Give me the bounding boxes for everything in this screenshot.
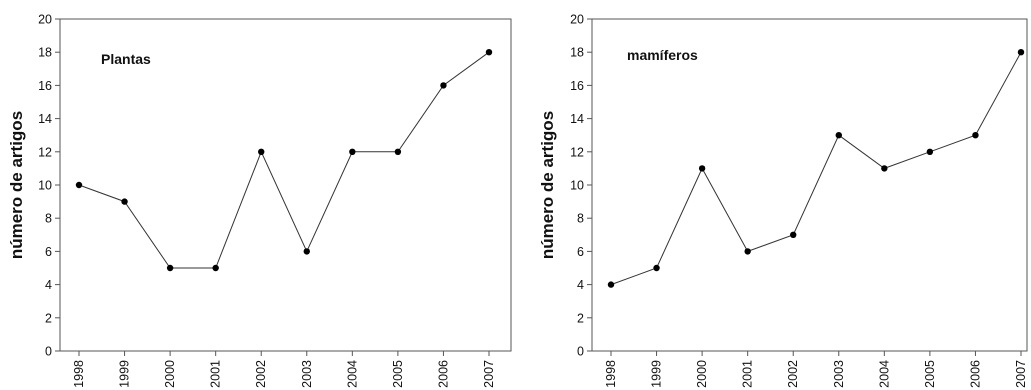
y-tick-label: 6 [577, 245, 584, 259]
data-point [1017, 49, 1025, 56]
y-tick-label: 8 [577, 212, 584, 226]
data-point [75, 181, 83, 189]
x-tick-label: 2005 [391, 360, 405, 388]
y-tick-label: 14 [570, 112, 584, 126]
x-tick-label: 2001 [741, 360, 755, 388]
y-tick-label: 6 [45, 245, 52, 259]
y-tick-label: 16 [38, 79, 52, 93]
x-tick-label: 2004 [345, 360, 359, 388]
y-tick-label: 20 [570, 13, 584, 27]
y-axis-label: número de artigos [7, 111, 26, 259]
y-ticks: 0 2 4 6 8 10 12 14 16 18 20 [570, 13, 592, 359]
data-point [744, 248, 751, 255]
x-tick-label: 2002 [786, 360, 800, 388]
series-line [78, 51, 490, 269]
x-tick-label: 2003 [300, 360, 314, 388]
data-point [349, 148, 356, 155]
chart-mamiferos: número de artigos mamíferos 0 2 4 6 8 10 12 14 1… [538, 13, 1028, 388]
x-tick-label: 2006 [968, 360, 982, 388]
plot-frame [59, 18, 512, 352]
data-point [972, 132, 979, 139]
plot-frame [591, 18, 1028, 352]
chart-annotation: Plantas [101, 51, 151, 67]
y-ticks: 0 2 4 6 8 10 12 14 16 18 20 [38, 13, 60, 359]
data-point [485, 49, 493, 56]
data-point [303, 248, 310, 255]
y-tick-label: 18 [570, 46, 584, 60]
x-tick-label: 2007 [482, 360, 496, 388]
data-point [698, 165, 706, 172]
data-point [790, 231, 797, 238]
x-tick-label: 2006 [436, 360, 450, 388]
series-line [610, 51, 1022, 286]
data-point [440, 82, 447, 89]
series [607, 49, 1025, 288]
y-tick-label: 8 [45, 212, 52, 226]
y-tick-label: 14 [38, 112, 52, 126]
chart-annotation: mamíferos [627, 47, 698, 63]
x-tick-label: 2003 [832, 360, 846, 388]
chart-plantas: número de artigos Plantas 0 2 4 6 8 10 12 14 16 1… [7, 13, 512, 388]
y-tick-label: 20 [38, 13, 52, 27]
y-tick-label: 12 [38, 145, 52, 159]
y-tick-label: 12 [570, 145, 584, 159]
y-tick-label: 0 [45, 345, 52, 359]
data-point [258, 148, 265, 155]
x-tick-label: 1998 [72, 360, 86, 388]
y-tick-label: 10 [38, 179, 52, 193]
y-tick-label: 4 [577, 278, 584, 292]
y-axis-label: número de artigos [538, 111, 557, 259]
y-tick-label: 18 [38, 46, 52, 60]
y-tick-label: 0 [577, 345, 584, 359]
y-tick-label: 10 [570, 179, 584, 193]
x-tick-label: 2000 [163, 360, 177, 388]
x-tick-label: 1999 [650, 360, 664, 388]
data-point [835, 132, 842, 139]
y-tick-label: 2 [45, 311, 52, 325]
x-tick-label: 2004 [877, 360, 891, 388]
x-tick-label: 2005 [923, 360, 937, 388]
x-ticks: 1998 1999 2000 2001 2002 2003 2004 2005 2006 2007 [72, 351, 496, 388]
data-point [607, 281, 615, 288]
data-point [653, 264, 660, 272]
y-tick-label: 2 [577, 311, 584, 325]
data-point [394, 148, 402, 155]
x-ticks: 1998 1999 2000 2001 2002 2003 2004 2005 2006 2007 [604, 351, 1028, 388]
x-tick-label: 2002 [254, 360, 268, 388]
x-tick-label: 1999 [118, 360, 132, 388]
data-point [926, 148, 934, 155]
data-point [121, 198, 128, 205]
y-tick-label: 4 [45, 278, 52, 292]
data-point [166, 264, 174, 272]
y-tick-label: 16 [570, 79, 584, 93]
series [75, 49, 493, 272]
x-tick-label: 2000 [695, 360, 709, 388]
data-point [881, 165, 888, 172]
x-tick-label: 2007 [1014, 360, 1028, 388]
x-tick-label: 2001 [209, 360, 223, 388]
data-point [212, 264, 219, 272]
x-tick-label: 1998 [604, 360, 618, 388]
